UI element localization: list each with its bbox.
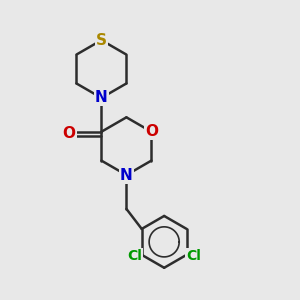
Text: Cl: Cl [127, 249, 142, 263]
Text: O: O [145, 124, 158, 139]
Text: N: N [95, 90, 108, 105]
Text: Cl: Cl [187, 249, 201, 263]
Text: O: O [62, 126, 76, 141]
Text: N: N [120, 167, 133, 182]
Text: S: S [96, 33, 107, 48]
